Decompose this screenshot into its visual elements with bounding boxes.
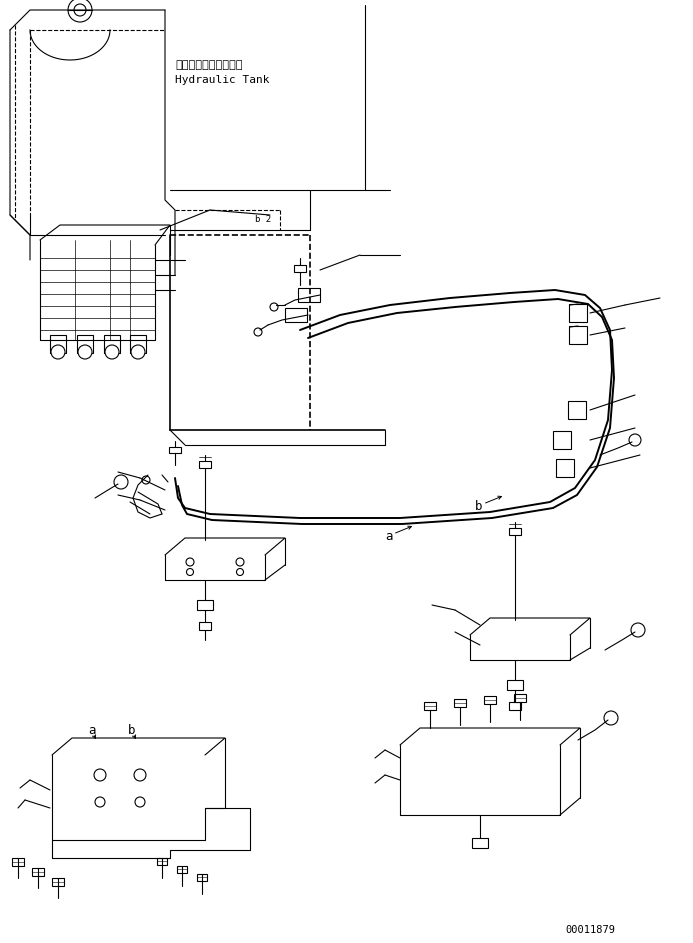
Bar — [569, 304, 587, 322]
Bar — [507, 680, 523, 690]
Circle shape — [142, 476, 150, 484]
Circle shape — [94, 769, 106, 781]
Circle shape — [74, 4, 86, 16]
Bar — [514, 694, 526, 702]
Bar — [484, 696, 496, 704]
Bar — [454, 699, 466, 707]
Circle shape — [236, 569, 243, 575]
Circle shape — [95, 797, 105, 807]
Text: 00011879: 00011879 — [565, 925, 615, 935]
Bar — [568, 401, 586, 419]
Bar — [472, 838, 488, 848]
Bar — [104, 335, 120, 353]
Bar — [199, 461, 211, 468]
Circle shape — [236, 558, 244, 566]
Circle shape — [604, 711, 618, 725]
Bar — [294, 265, 306, 272]
Circle shape — [68, 0, 92, 22]
Circle shape — [254, 328, 262, 336]
Circle shape — [105, 345, 119, 359]
Text: a: a — [385, 531, 392, 543]
Bar — [169, 447, 181, 453]
Text: a: a — [88, 723, 96, 736]
Bar — [77, 335, 93, 353]
Circle shape — [135, 797, 145, 807]
Bar — [197, 600, 213, 610]
Bar — [52, 878, 64, 886]
Bar — [509, 702, 521, 710]
Bar — [130, 335, 146, 353]
Circle shape — [186, 569, 193, 575]
Text: Hydraulic Tank: Hydraulic Tank — [175, 75, 270, 85]
Bar — [177, 866, 187, 873]
Circle shape — [131, 345, 145, 359]
Bar — [569, 326, 587, 344]
Bar — [157, 858, 167, 865]
Bar — [32, 868, 44, 876]
Circle shape — [631, 623, 645, 637]
Text: ハイドロリックタンク: ハイドロリックタンク — [175, 60, 243, 70]
Bar — [509, 528, 521, 535]
Bar — [199, 622, 211, 630]
Text: b: b — [128, 723, 136, 736]
Circle shape — [114, 475, 128, 489]
Bar — [298, 288, 320, 302]
Circle shape — [78, 345, 92, 359]
Bar — [197, 874, 207, 881]
Bar — [424, 702, 436, 710]
Circle shape — [629, 434, 641, 446]
Text: b: b — [475, 501, 482, 514]
Circle shape — [270, 303, 278, 311]
Bar — [12, 858, 24, 866]
Text: b 2: b 2 — [255, 216, 271, 224]
Bar — [285, 308, 307, 322]
Circle shape — [186, 558, 194, 566]
Bar — [553, 431, 571, 449]
Circle shape — [51, 345, 65, 359]
Bar — [50, 335, 66, 353]
Bar — [556, 459, 574, 477]
Circle shape — [134, 769, 146, 781]
